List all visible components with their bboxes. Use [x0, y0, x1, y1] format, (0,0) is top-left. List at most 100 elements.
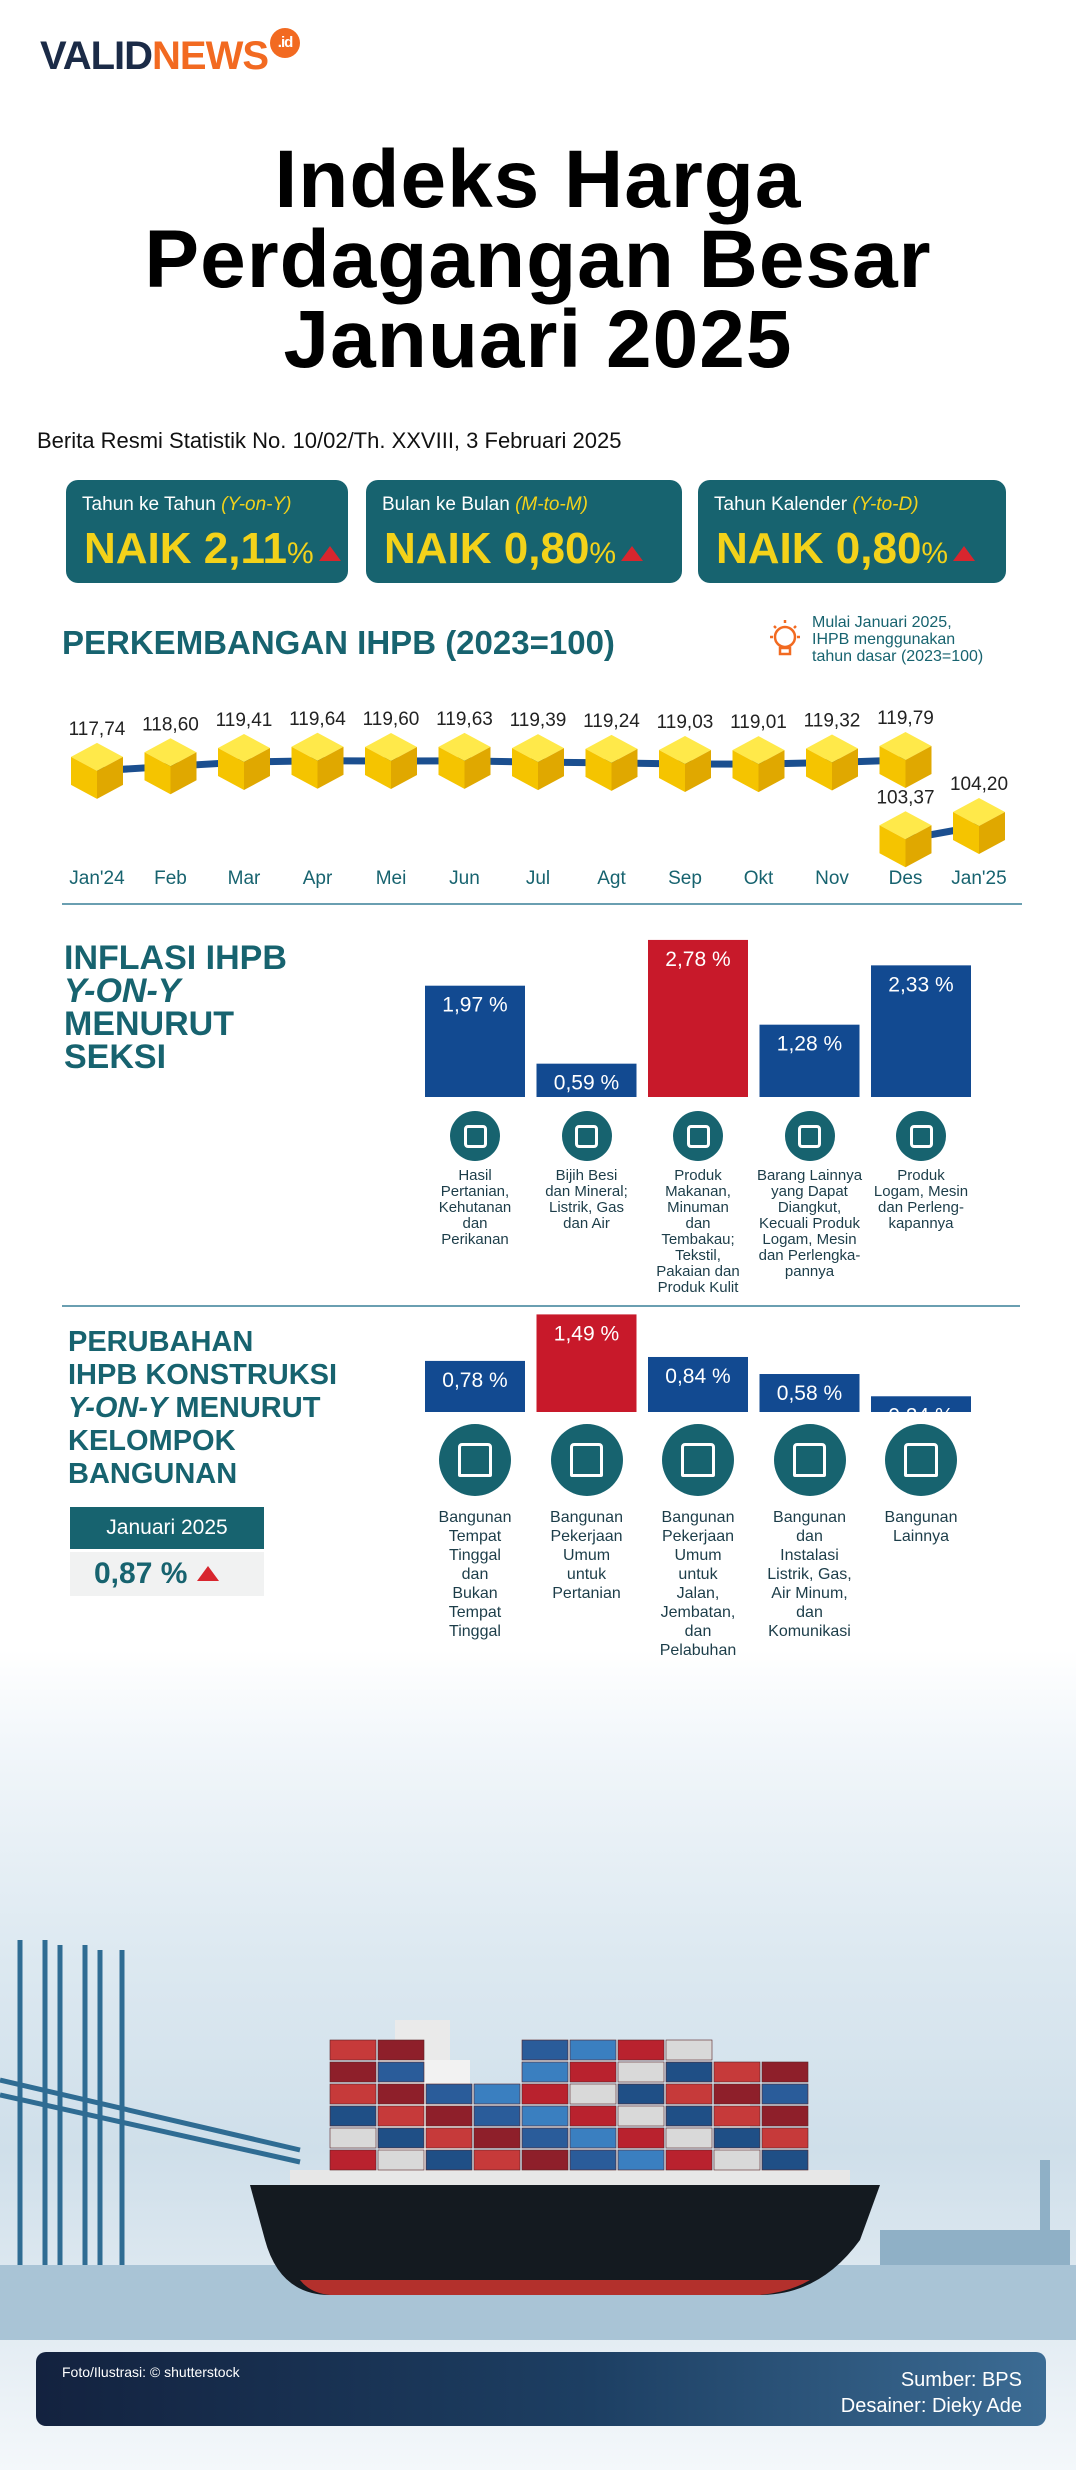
- bar: [536, 1063, 637, 1097]
- x-tick-label: Mar: [228, 868, 261, 889]
- data-label: 119,41: [216, 710, 273, 731]
- kpi-value: NAIK 2,11%: [84, 524, 341, 574]
- container: [617, 2039, 665, 2061]
- container: [713, 2061, 761, 2083]
- data-label: 119,60: [363, 709, 420, 730]
- bar: [871, 1396, 971, 1412]
- data-point-cube: [953, 798, 1005, 854]
- data-label: 117,74: [69, 719, 126, 740]
- inflation-bar-chart: 1,97 % 0,59 % 2,78 % 1,28 % 2,33 %: [425, 939, 971, 1097]
- title-line-3: Januari 2025: [283, 294, 793, 385]
- container: [569, 2127, 617, 2149]
- bar-value-label: 0,78 %: [442, 1369, 507, 1392]
- bar: [425, 985, 525, 1097]
- x-tick-label: Des: [889, 868, 923, 889]
- up-arrow-icon: [953, 546, 976, 561]
- container: [521, 2061, 569, 2083]
- trend-title: PERKEMBANGAN IHPB (2023=100): [62, 624, 615, 661]
- container: [329, 2083, 377, 2105]
- bar-value-label: 0,59 %: [554, 1072, 619, 1095]
- container: [521, 2105, 569, 2127]
- container: [665, 2105, 713, 2127]
- page-title: Indeks Harga Perdagangan Besar Januari 2…: [0, 139, 1076, 385]
- data-label: 119,03: [657, 712, 714, 733]
- data-label: 119,24: [583, 711, 640, 732]
- container: [329, 2149, 377, 2171]
- house-icon: [439, 1424, 511, 1496]
- inflation-title: INFLASI IHPB Y-ON-Y MENURUT SEKSI: [64, 939, 287, 1076]
- container: [377, 2061, 425, 2083]
- up-arrow-icon: [621, 546, 644, 561]
- bar-value-label: 2,33 %: [888, 973, 953, 996]
- box-icon: [784, 1111, 835, 1161]
- container: [473, 2149, 521, 2171]
- kpi-card-ytd: Tahun Kalender (Y-to-D) NAIK 0,80%: [698, 480, 1006, 583]
- container: [665, 2039, 713, 2061]
- up-arrow-icon: [318, 546, 341, 561]
- container: [713, 2105, 761, 2127]
- bar-value-label: 2,78 %: [665, 948, 730, 971]
- x-tick-label: Mei: [376, 868, 407, 889]
- bar: [425, 1360, 525, 1412]
- footer-bar: Foto/Ilustrasi: © shutterstock Sumber: B…: [36, 2352, 1046, 2426]
- data-point-cube: [879, 732, 932, 788]
- data-point-cube: [659, 736, 711, 793]
- container: [569, 2149, 617, 2171]
- container: [761, 2061, 809, 2083]
- bar: [759, 1374, 860, 1412]
- kpi-card-mtm: Bulan ke Bulan (M-to-M) NAIK 0,80%: [366, 480, 682, 583]
- x-tick-label: Jan'25: [951, 868, 1006, 889]
- x-tick-label: Jun: [449, 868, 480, 889]
- construction-title: PERUBAHAN IHPB KONSTRUKSI Y-ON-Y MENURUT…: [68, 1326, 338, 1490]
- base-year-note: Mulai Januari 2025, IHPB menggunakan tah…: [812, 614, 984, 665]
- container: [521, 2039, 569, 2061]
- container: [713, 2149, 761, 2171]
- container: [377, 2039, 425, 2061]
- bar: [759, 1024, 860, 1097]
- kpi-card-yoy: Tahun ke Tahun (Y-on-Y) NAIK 2,11%: [66, 480, 348, 583]
- data-label: 104,20: [950, 774, 1008, 795]
- data-point-cube: [438, 732, 491, 789]
- data-point-cube: [365, 733, 417, 790]
- source-text: Sumber: BPS: [900, 2369, 1022, 2391]
- validnews-logo[interactable]: VALIDNEWS .id: [40, 28, 301, 79]
- data-label: 119,63: [436, 709, 493, 730]
- container: [329, 2127, 377, 2149]
- container: [521, 2083, 569, 2105]
- container: [329, 2039, 377, 2061]
- container: [377, 2127, 425, 2149]
- container: [473, 2083, 521, 2105]
- container: [329, 2105, 377, 2127]
- container: [665, 2061, 713, 2083]
- x-tick-label: Jan'24: [69, 868, 125, 889]
- photo-credit: Foto/Ilustrasi: © shutterstock: [62, 2364, 240, 2380]
- cargo-ship-illustration: [0, 1940, 1076, 2340]
- data-point-cube: [879, 811, 932, 868]
- container: [521, 2149, 569, 2171]
- bridge-icon: [662, 1424, 734, 1496]
- gears-icon: [896, 1111, 946, 1161]
- bar-value-label: 1,49 %: [554, 1322, 619, 1345]
- bar: [871, 965, 971, 1097]
- container: [617, 2149, 665, 2171]
- logo-accent: NEWS: [152, 34, 269, 78]
- port-cranes: [0, 1940, 301, 2270]
- period-value: 0,87 %: [70, 1552, 264, 1596]
- x-tick-label: Sep: [668, 868, 702, 889]
- category-label: Bangunan Pekerjaan Umum untuk Pertanian: [550, 1509, 623, 1602]
- section-divider: [62, 903, 1022, 905]
- data-point-cube: [144, 738, 197, 795]
- container: [569, 2105, 617, 2127]
- container: [665, 2127, 713, 2149]
- kpi-value: NAIK 0,80%: [384, 524, 644, 574]
- ihpb-trend-chart: 117,74 Jan'24 118,60 Feb 119,41 Mar 119,64 Apr 1…: [69, 708, 1008, 889]
- kpi-label: Tahun Kalender (Y-to-D): [714, 494, 919, 515]
- leaf-house-icon: [550, 1424, 623, 1496]
- container: [617, 2105, 665, 2127]
- x-tick-label: Nov: [815, 868, 849, 889]
- container: [617, 2127, 665, 2149]
- container: [425, 2127, 473, 2149]
- kpi-label: Bulan ke Bulan (M-to-M): [382, 494, 588, 515]
- container: [569, 2039, 617, 2061]
